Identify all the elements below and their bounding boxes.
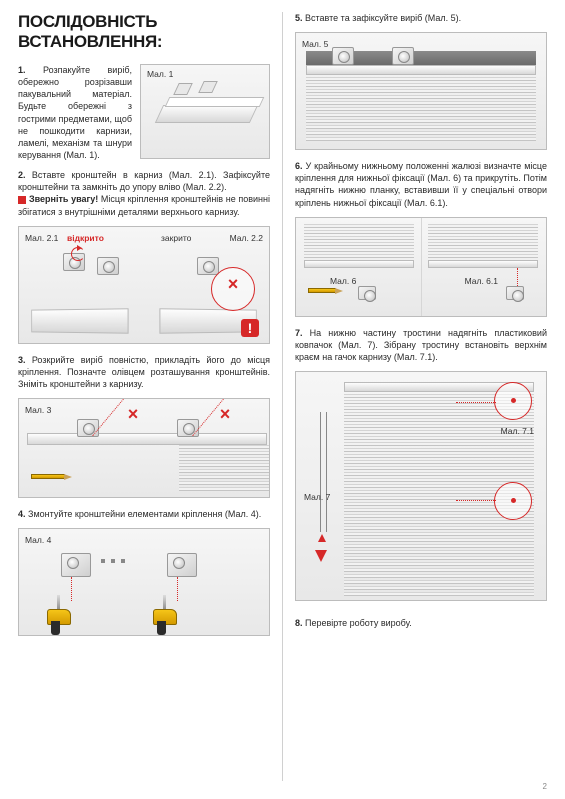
x-mark-icon-3a: × xyxy=(125,407,141,423)
page-number: 2 xyxy=(543,782,547,791)
step-8-text: 8. Перевірте роботу виробу. xyxy=(295,617,547,629)
step-3-text: 3. Розкрийте виріб повністю, прикладіть … xyxy=(18,354,270,390)
figure-3-label: Мал. 3 xyxy=(25,405,51,415)
figure-4: Мал. 4 xyxy=(18,528,270,636)
figure-5-label: Мал. 5 xyxy=(302,39,328,49)
step-3-body: Розкрийте виріб повністю, прикладіть йог… xyxy=(18,355,270,389)
x-mark-icon: × xyxy=(225,277,241,293)
step-6-body: У крайньому нижньому положенні жалюзі ви… xyxy=(295,161,547,207)
step-7-text: 7. На нижню частину тростини надягніть п… xyxy=(295,327,547,363)
x-mark-icon-3b: × xyxy=(217,407,233,423)
figure-5: Мал. 5 xyxy=(295,32,547,150)
warning-label: Зверніть увагу! xyxy=(29,194,98,204)
warning-icon: ! xyxy=(241,319,259,337)
right-column: 5. Вставте та зафіксуйте виріб (Мал. 5).… xyxy=(283,12,547,781)
step-4-num: 4. xyxy=(18,509,26,519)
figure-6: Мал. 6 Мал. 6.1 xyxy=(295,217,547,317)
figure-3: Мал. 3 × × xyxy=(18,398,270,498)
figure-4-label: Мал. 4 xyxy=(25,535,51,545)
figure-7: Мал. 7 Мал. 7.1 /* slats generated below… xyxy=(295,371,547,601)
warning-square-icon xyxy=(18,196,26,204)
step-2-num: 2. xyxy=(18,170,26,180)
open-label: відкрито xyxy=(67,233,104,243)
figure-2: Мал. 2.1 відкрито закрито Мал. 2.2 × ! xyxy=(18,226,270,344)
step-1-row: 1. Розпакуйте виріб, обережно розрізавши… xyxy=(18,64,270,169)
step-8-body: Перевірте роботу виробу. xyxy=(305,618,412,628)
instruction-page: ПОСЛІДОВНІСТЬ ВСТАНОВЛЕННЯ: 1. Розпакуйт… xyxy=(0,0,565,799)
step-3-num: 3. xyxy=(18,355,26,365)
pencil-icon xyxy=(31,474,65,479)
step-1-num: 1. xyxy=(18,65,26,75)
figure-1: Мал. 1 xyxy=(140,64,270,159)
step-4-body: Змонтуйте кронштейни елементами кріпленн… xyxy=(28,509,261,519)
step-2-text: 2. Вставте кронштейн в карниз (Мал. 2.1)… xyxy=(18,169,270,218)
cord-cap-icon xyxy=(315,550,327,562)
figure-61-label: Мал. 6.1 xyxy=(465,276,498,286)
step-4-text: 4. Змонтуйте кронштейни елементами кріпл… xyxy=(18,508,270,520)
left-column: ПОСЛІДОВНІСТЬ ВСТАНОВЛЕННЯ: 1. Розпакуйт… xyxy=(18,12,282,781)
step-5-num: 5. xyxy=(295,13,303,23)
figure-71-label: Мал. 7.1 xyxy=(501,426,534,436)
step-1-body: Розпакуйте виріб, обережно розрізавши па… xyxy=(18,65,132,160)
closed-label: закрито xyxy=(161,233,191,243)
step-2-body: Вставте кронштейн в карниз (Мал. 2.1). З… xyxy=(18,170,270,192)
step-6-num: 6. xyxy=(295,161,303,171)
figure-1-label: Мал. 1 xyxy=(147,69,173,79)
figure-21-label: Мал. 2.1 xyxy=(25,233,58,243)
figure-6-label: Мал. 6 xyxy=(330,276,356,286)
figure-22-label: Мал. 2.2 xyxy=(230,233,263,243)
pencil-icon-6 xyxy=(308,288,336,293)
step-5-body: Вставте та зафіксуйте виріб (Мал. 5). xyxy=(305,13,461,23)
step-8-num: 8. xyxy=(295,618,303,628)
step-5-text: 5. Вставте та зафіксуйте виріб (Мал. 5). xyxy=(295,12,547,24)
page-title: ПОСЛІДОВНІСТЬ ВСТАНОВЛЕННЯ: xyxy=(18,12,270,52)
step-6-text: 6. У крайньому нижньому положенні жалюзі… xyxy=(295,160,547,209)
step-1-text: 1. Розпакуйте виріб, обережно розрізавши… xyxy=(18,64,132,161)
step-7-body: На нижню частину тростини надягніть плас… xyxy=(295,328,547,362)
figure-7-label: Мал. 7 xyxy=(304,492,330,502)
step-7-num: 7. xyxy=(295,328,303,338)
